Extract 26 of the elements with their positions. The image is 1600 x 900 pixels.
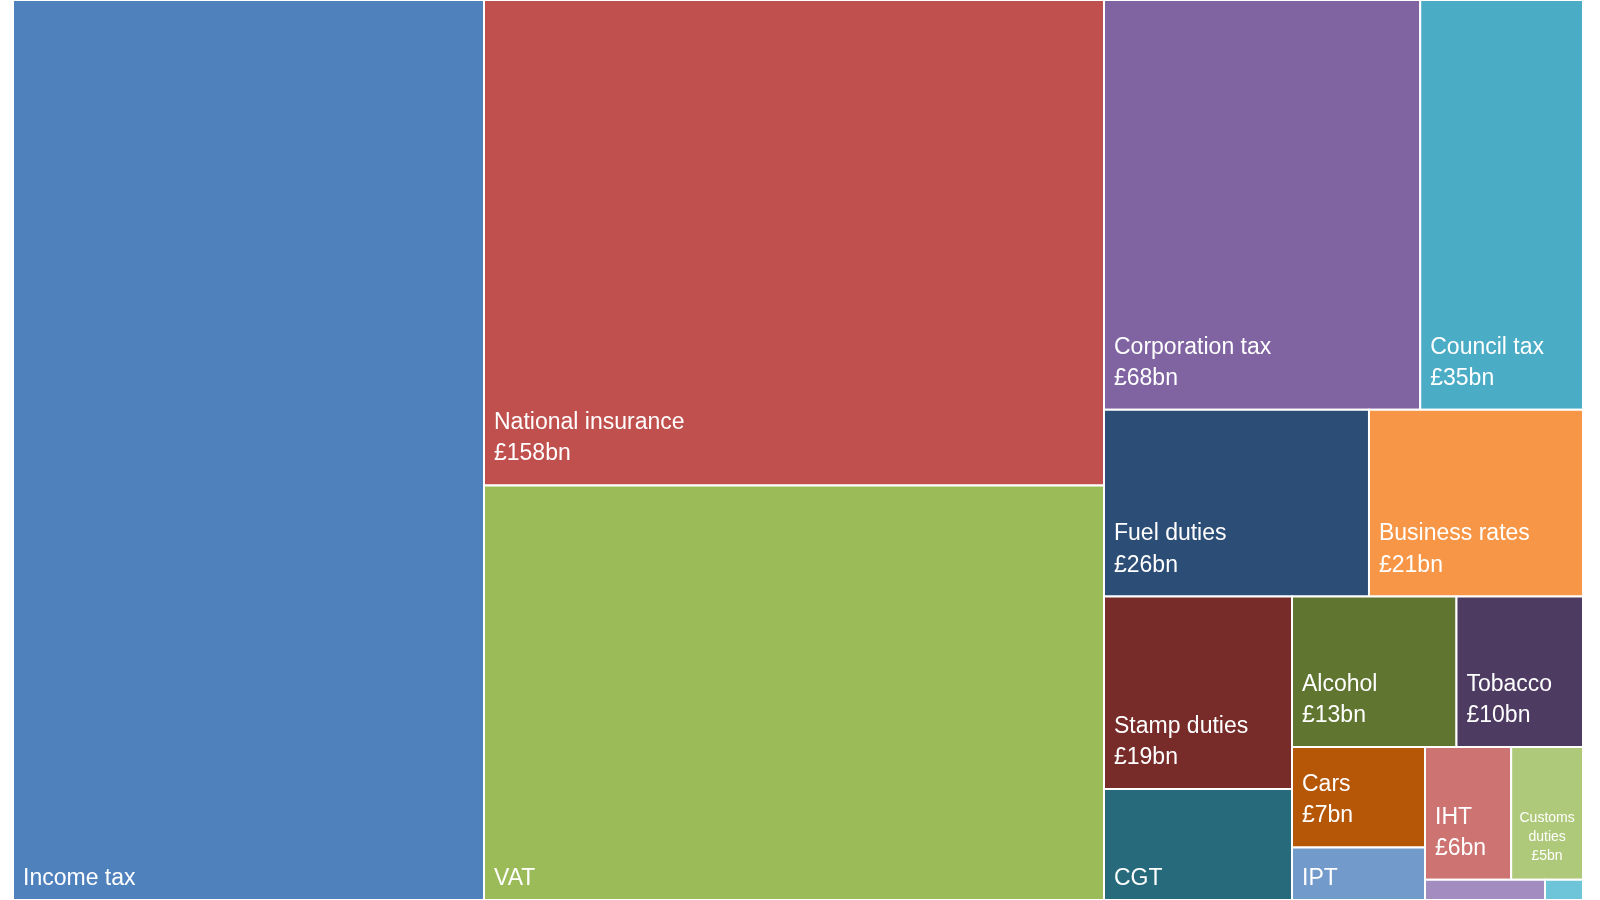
data-label: £35bn — [1430, 363, 1495, 390]
data-label: £68bn — [1114, 363, 1178, 390]
data-label: £13bn — [1302, 701, 1366, 728]
category-label: Customs duties — [1519, 809, 1575, 844]
category-label: Cars — [1302, 770, 1351, 797]
data-label: £158bn — [494, 439, 571, 466]
category-label: VAT — [494, 863, 536, 890]
category-label: Income tax — [23, 863, 136, 890]
data-label: £6bn — [1435, 833, 1487, 860]
data-label: £7bn — [1302, 801, 1354, 828]
data-label: £21bn — [1378, 550, 1443, 577]
data-label: £10bn — [1466, 701, 1531, 728]
category-label: IHT — [1435, 802, 1473, 829]
category-label: Stamp duties — [1114, 711, 1249, 738]
category-label: Fuel duties — [1114, 519, 1227, 546]
category-label: IPT — [1302, 863, 1338, 890]
data-label: £19bn — [1114, 743, 1178, 770]
category-label: Business rates — [1378, 519, 1530, 546]
category-label: National insurance — [494, 408, 685, 435]
category-label: Council tax — [1430, 332, 1545, 359]
category-label: Corporation tax — [1114, 332, 1272, 359]
category-label: CGT — [1114, 863, 1163, 890]
data-label: £26bn — [1114, 550, 1178, 577]
data-label: £5bn — [1531, 846, 1563, 863]
category-label: Tobacco — [1466, 670, 1553, 697]
category-label: Alcohol — [1302, 670, 1378, 697]
